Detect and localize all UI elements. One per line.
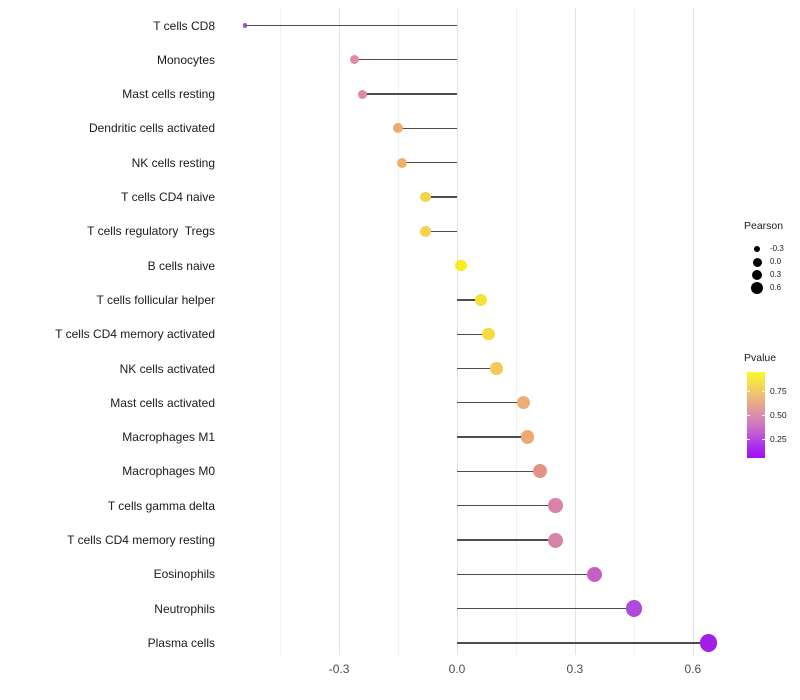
y-axis-label: T cells CD8 [153, 18, 215, 33]
lollipop-stem [457, 573, 595, 575]
y-axis-label: T cells CD4 naive [121, 190, 215, 204]
lollipop-dot [586, 566, 603, 583]
pearson-legend-title: Pearson [744, 220, 784, 232]
pvalue-gradient-tick [747, 439, 750, 440]
y-axis-label: Plasma cells [147, 635, 215, 650]
x-axis-tick-label: 0.0 [448, 662, 466, 676]
pvalue-gradient-wrap: 0.75 0.50 0.25 [744, 372, 800, 462]
y-axis-label: Eosinophils [153, 567, 215, 582]
pvalue-gradient-tick [762, 415, 765, 416]
lollipop-stem [457, 539, 556, 541]
pvalue-gradient-bar [747, 372, 765, 458]
gridline-major [457, 8, 458, 655]
lollipop-stem [457, 299, 481, 301]
y-axis-label: Macrophages M1 [122, 430, 215, 445]
lollipop-dot [242, 23, 248, 28]
y-axis-label: Monocytes [156, 52, 215, 67]
lollipop-dot [490, 362, 503, 375]
lollipop-dot [517, 396, 531, 410]
lollipop-stem [457, 505, 556, 507]
lollipop-dot [455, 259, 467, 272]
y-axis-label: B cells naive [147, 258, 215, 273]
pvalue-legend-title: Pvalue [744, 352, 777, 364]
legend-pvalue: Pvalue 0.75 0.50 0.25 [744, 352, 800, 462]
lollipop-dot [532, 464, 547, 479]
lollipop-dot [482, 327, 495, 341]
lollipop-stem [398, 127, 457, 130]
lollipop-stem [457, 367, 497, 370]
gridline-minor [398, 8, 400, 655]
y-axis-label: NK cells activated [119, 361, 215, 376]
pearson-legend-key-label: 0.6 [770, 283, 782, 292]
lollipop-dot [474, 293, 487, 306]
pvalue-gradient-tick [762, 391, 765, 392]
lollipop-stem [362, 93, 457, 95]
gridline-major [574, 8, 576, 655]
lollipop-stem [425, 230, 457, 232]
lollipop-stem [401, 162, 457, 164]
lollipop-dot [420, 191, 431, 203]
lollipop-stem [457, 436, 528, 438]
lollipop-stem [457, 642, 709, 644]
lollipop-dot [420, 226, 431, 237]
y-axis-label: Macrophages M0 [122, 464, 215, 479]
lollipop-dot [548, 498, 563, 513]
pvalue-legend-tick-label: 0.75 [770, 386, 787, 396]
pearson-legend-key-circle [751, 269, 763, 281]
lollipop-stem [425, 196, 457, 198]
lollipop-dot [396, 157, 407, 168]
pearson-legend-key-circle [751, 282, 763, 294]
pvalue-legend-tick-label: 0.25 [770, 434, 787, 444]
lollipop-dot [358, 89, 368, 99]
pearson-legend-key-circle [753, 245, 761, 253]
y-axis-label: T cells follicular helper [96, 292, 216, 307]
pearson-legend-key-label: 0.0 [770, 257, 782, 266]
lollipop-dot [547, 532, 563, 548]
lollipop-stem [354, 59, 457, 61]
y-axis-label: T cells regulatory Tregs [87, 224, 215, 239]
lollipop-stem [457, 470, 540, 473]
y-axis-label: Dendritic cells activated [88, 121, 215, 136]
lollipop-dot [350, 55, 360, 65]
y-axis-label: T cells CD4 memory activated [55, 327, 215, 342]
pvalue-gradient-tick [747, 391, 750, 392]
pearson-legend-key-label: 0.3 [770, 270, 782, 279]
pearson-legend-key-label: -0.3 [770, 244, 784, 253]
pearson-legend-key-circle [752, 257, 762, 267]
y-axis-label: NK cells resting [131, 155, 215, 170]
legend: Pearson -0.3 0.0 0.3 0.6 Pvalue 0.75 0.50 0.2… [744, 220, 800, 462]
gridline-minor [515, 8, 517, 655]
pvalue-gradient-tick [747, 415, 750, 416]
y-axis-label: Mast cells activated [110, 395, 215, 410]
x-axis-tick-label: -0.3 [328, 662, 350, 676]
legend-pearson: Pearson -0.3 0.0 0.3 0.6 [744, 220, 800, 328]
lollipop-dot [699, 634, 718, 652]
gridline-minor [280, 8, 282, 655]
x-axis-tick-label: 0.3 [566, 662, 584, 676]
x-axis-tick-label: 0.6 [684, 662, 702, 676]
lollipop-dot [393, 123, 404, 134]
y-axis-label: T cells CD4 memory resting [67, 533, 215, 547]
lollipop-stem [244, 24, 457, 27]
gridline-major [339, 8, 341, 655]
lollipop-stem [457, 607, 634, 610]
lollipop-dot [625, 600, 643, 617]
gridline-major [692, 8, 694, 655]
gridline-minor [633, 8, 635, 655]
y-axis-label: T cells gamma delta [107, 498, 215, 513]
pvalue-gradient-tick [762, 439, 765, 440]
lollipop-dot [520, 430, 535, 444]
pvalue-legend-tick-label: 0.50 [770, 410, 787, 420]
y-axis-label: Mast cells resting [122, 87, 215, 102]
lollipop-stem [457, 333, 489, 335]
lollipop-stem [457, 402, 524, 404]
y-axis-label: Neutrophils [154, 601, 215, 616]
pearson-legend-entries: -0.3 0.0 0.3 0.6 [744, 240, 800, 328]
